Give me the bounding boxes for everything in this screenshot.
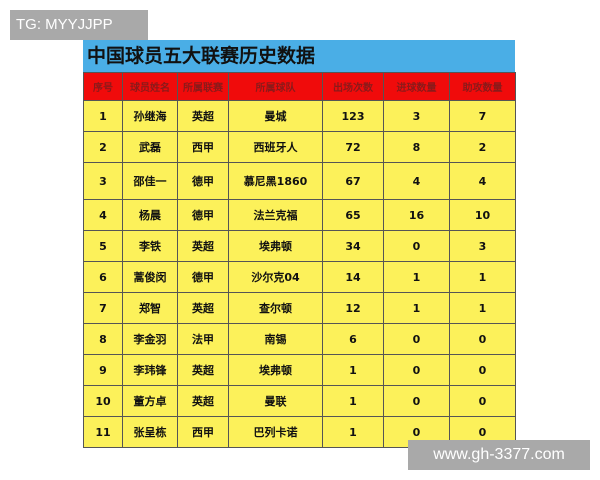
table-cell: 西甲	[177, 131, 229, 163]
table-cell: 0	[449, 323, 516, 355]
table-cell: 4	[383, 162, 450, 200]
stats-table-container: 中国球员五大联赛历史数据 序号 球员姓名 所属联赛 所属球队 出场次数 进球数量 助攻数量 …	[83, 40, 516, 448]
table-cell: 1	[322, 354, 384, 386]
column-header: 所属球队	[228, 72, 323, 101]
table-cell: 8	[383, 131, 450, 163]
table-cell: 8	[83, 323, 123, 355]
table-cell: 1	[322, 416, 384, 448]
table-cell: 1	[449, 261, 516, 293]
table-cell: 英超	[177, 230, 229, 262]
table-cell: 慕尼黑1860	[228, 162, 323, 200]
table-cell: 武磊	[122, 131, 178, 163]
column-header: 出场次数	[322, 72, 384, 101]
table-cell: 9	[83, 354, 123, 386]
table-cell: 3	[383, 100, 450, 132]
table-cell: 巴列卡诺	[228, 416, 323, 448]
table-cell: 孙继海	[122, 100, 178, 132]
table-cell: 南锡	[228, 323, 323, 355]
table-row: 3 邵佳一 德甲 慕尼黑1860 67 4 4	[83, 162, 516, 200]
table-cell: 1	[383, 261, 450, 293]
table-cell: 邵佳一	[122, 162, 178, 200]
table-cell: 蒿俊闵	[122, 261, 178, 293]
table-cell: 72	[322, 131, 384, 163]
table-cell: 英超	[177, 100, 229, 132]
table-cell: 埃弗顿	[228, 230, 323, 262]
table-cell: 0	[383, 354, 450, 386]
table-cell: 1	[83, 100, 123, 132]
table-cell: 李铁	[122, 230, 178, 262]
table-row: 9 李玮锋 英超 埃弗顿 1 0 0	[83, 354, 516, 386]
table-cell: 英超	[177, 292, 229, 324]
table-cell: 曼联	[228, 385, 323, 417]
table-cell: 西甲	[177, 416, 229, 448]
table-cell: 德甲	[177, 162, 229, 200]
header-row: 序号 球员姓名 所属联赛 所属球队 出场次数 进球数量 助攻数量	[83, 72, 516, 101]
table-cell: 3	[83, 162, 123, 200]
table-cell: 6	[83, 261, 123, 293]
table-row: 8 李金羽 法甲 南锡 6 0 0	[83, 323, 516, 355]
table-cell: 67	[322, 162, 384, 200]
table-cell: 2	[83, 131, 123, 163]
table-cell: 杨晨	[122, 199, 178, 231]
table-cell: 德甲	[177, 199, 229, 231]
table-cell: 7	[449, 100, 516, 132]
table-cell: 0	[383, 323, 450, 355]
table-cell: 西班牙人	[228, 131, 323, 163]
table-cell: 4	[83, 199, 123, 231]
table-cell: 曼城	[228, 100, 323, 132]
table-cell: 12	[322, 292, 384, 324]
table-cell: 英超	[177, 385, 229, 417]
column-header: 所属联赛	[177, 72, 229, 101]
table-cell: 郑智	[122, 292, 178, 324]
table-cell: 埃弗顿	[228, 354, 323, 386]
table-cell: 1	[449, 292, 516, 324]
table-cell: 1	[322, 385, 384, 417]
column-header: 助攻数量	[449, 72, 516, 101]
table-cell: 2	[449, 131, 516, 163]
table-row: 6 蒿俊闵 德甲 沙尔克04 14 1 1	[83, 261, 516, 293]
table-row: 7 郑智 英超 查尔顿 12 1 1	[83, 292, 516, 324]
table-cell: 0	[449, 385, 516, 417]
column-header: 进球数量	[383, 72, 450, 101]
watermark-bottom-right: www.gh-3377.com	[408, 440, 590, 470]
table-cell: 法甲	[177, 323, 229, 355]
table-cell: 英超	[177, 354, 229, 386]
table-cell: 查尔顿	[228, 292, 323, 324]
table-cell: 6	[322, 323, 384, 355]
table-cell: 0	[383, 385, 450, 417]
table-cell: 沙尔克04	[228, 261, 323, 293]
table-cell: 3	[449, 230, 516, 262]
stats-table: 序号 球员姓名 所属联赛 所属球队 出场次数 进球数量 助攻数量 1 孙继海 英超 曼城 123 3 7…	[83, 72, 516, 448]
table-cell: 14	[322, 261, 384, 293]
table-cell: 10	[449, 199, 516, 231]
table-cell: 法兰克福	[228, 199, 323, 231]
table-row: 11 张呈栋 西甲 巴列卡诺 1 0 0	[83, 416, 516, 448]
table-cell: 李金羽	[122, 323, 178, 355]
table-cell: 董方卓	[122, 385, 178, 417]
table-row: 2 武磊 西甲 西班牙人 72 8 2	[83, 131, 516, 163]
table-row: 10 董方卓 英超 曼联 1 0 0	[83, 385, 516, 417]
table-cell: 5	[83, 230, 123, 262]
column-header: 球员姓名	[122, 72, 178, 101]
watermark-top-left: TG: MYYJJPP	[10, 10, 148, 40]
table-cell: 4	[449, 162, 516, 200]
column-header: 序号	[83, 72, 123, 101]
table-title: 中国球员五大联赛历史数据	[83, 40, 515, 72]
table-row: 1 孙继海 英超 曼城 123 3 7	[83, 100, 516, 132]
table-cell: 1	[383, 292, 450, 324]
table-cell: 张呈栋	[122, 416, 178, 448]
table-cell: 65	[322, 199, 384, 231]
table-row: 4 杨晨 德甲 法兰克福 65 16 10	[83, 199, 516, 231]
table-cell: 16	[383, 199, 450, 231]
table-row: 5 李铁 英超 埃弗顿 34 0 3	[83, 230, 516, 262]
table-cell: 123	[322, 100, 384, 132]
table-cell: 34	[322, 230, 384, 262]
table-cell: 10	[83, 385, 123, 417]
table-cell: 11	[83, 416, 123, 448]
table-cell: 0	[449, 354, 516, 386]
table-cell: 德甲	[177, 261, 229, 293]
table-cell: 李玮锋	[122, 354, 178, 386]
table-cell: 0	[383, 230, 450, 262]
table-cell: 7	[83, 292, 123, 324]
